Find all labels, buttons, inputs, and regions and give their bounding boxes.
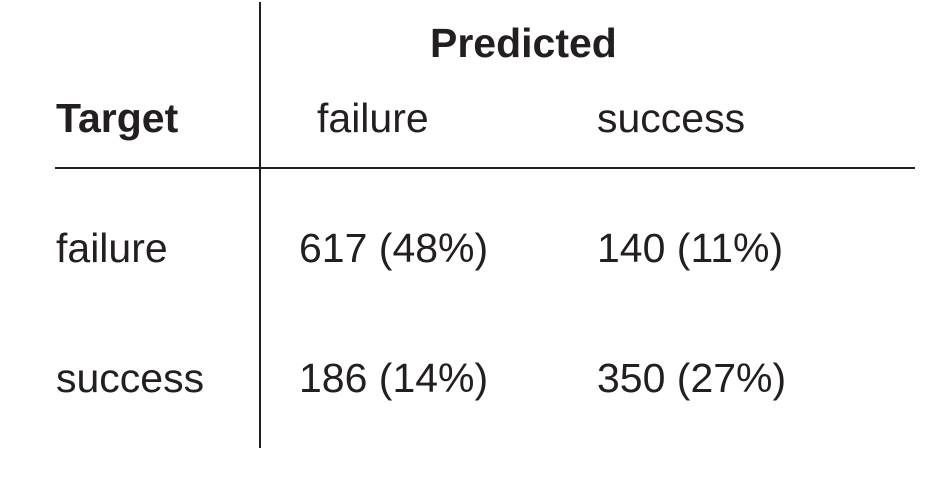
cell-success-success: 350 (27%) [597, 355, 787, 401]
row-label-failure: failure [56, 225, 168, 271]
vertical-divider [259, 2, 261, 448]
column-header-success: success [597, 95, 746, 141]
predicted-header: Predicted [430, 20, 617, 66]
target-header: Target [56, 95, 179, 141]
horizontal-divider [55, 167, 915, 169]
column-header-failure: failure [317, 95, 429, 141]
cell-success-failure: 186 (14%) [299, 355, 489, 401]
row-label-success: success [56, 355, 205, 401]
cell-failure-success: 140 (11%) [597, 225, 784, 271]
cell-failure-failure: 617 (48%) [299, 225, 489, 271]
